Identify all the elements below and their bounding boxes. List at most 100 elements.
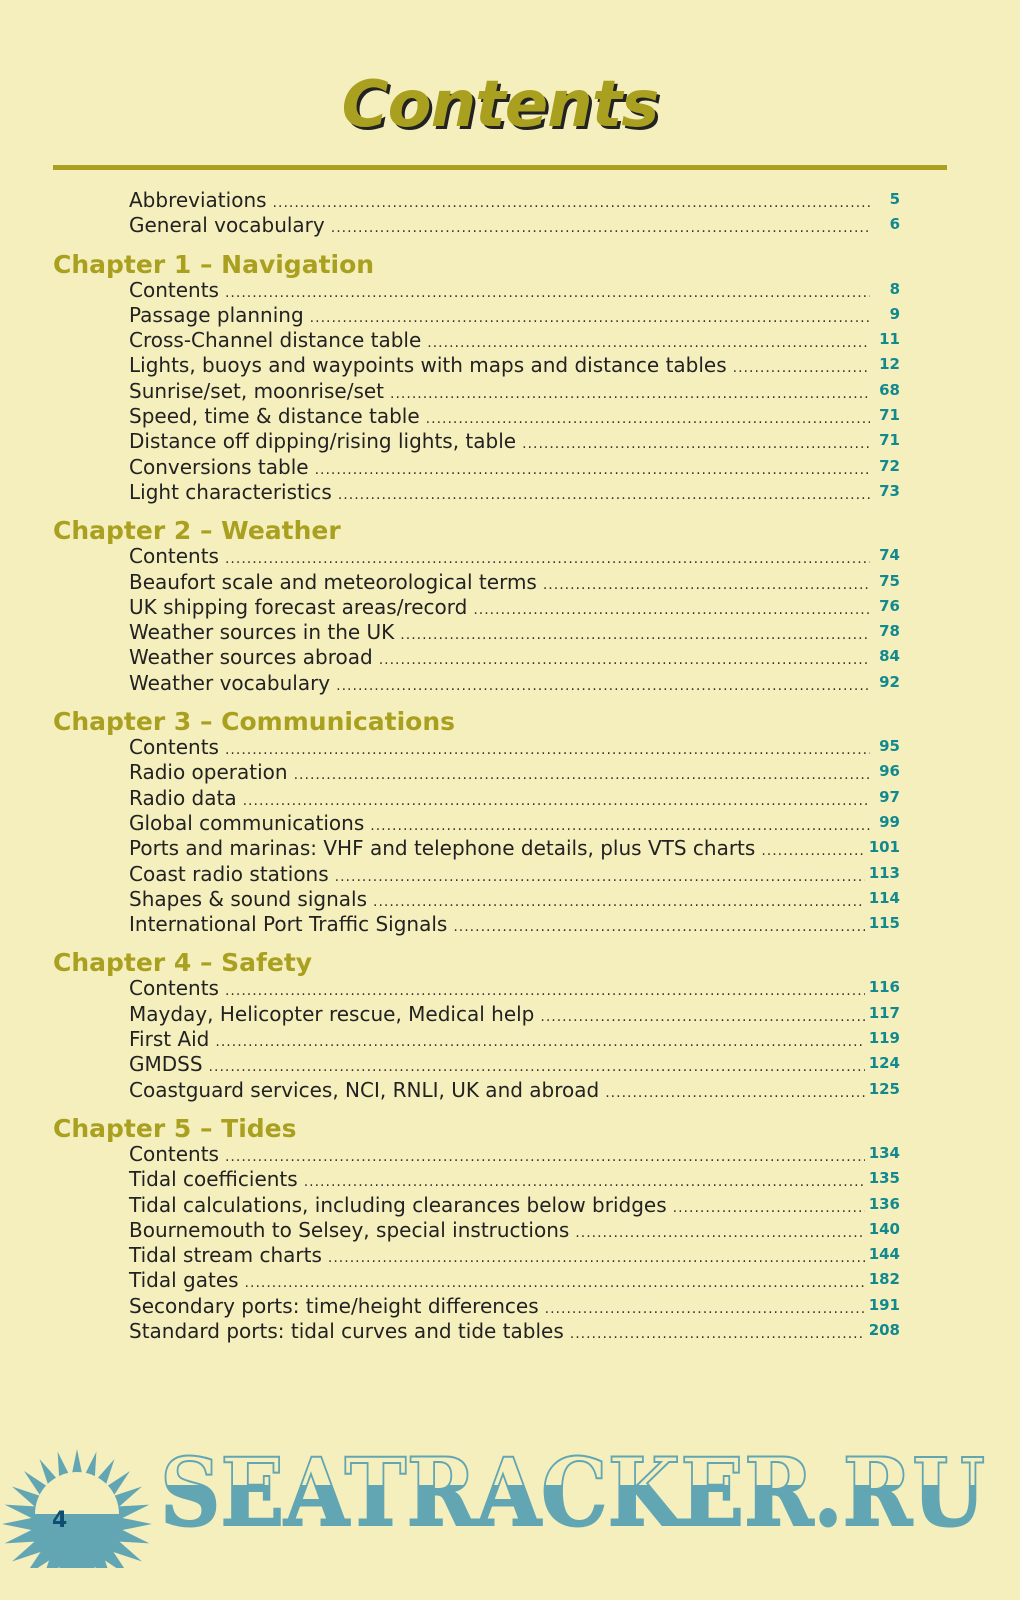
toc-entry[interactable]: Sunrise/set, moonrise/set 68 [53,379,900,404]
toc-entry[interactable]: Abbreviations 5 [53,188,900,213]
entry-page-number: 135 [868,1169,900,1188]
entry-label: Tidal gates [129,1268,239,1293]
toc-entry[interactable]: Weather sources abroad 84 [53,645,900,670]
entry-page-number: 140 [868,1219,900,1238]
dot-leader [570,1322,865,1347]
toc-entry[interactable]: Light characteristics 73 [53,480,900,505]
page-title: Contents [341,68,660,142]
entry-label: Contents [129,735,219,760]
sun-icon [2,1449,152,1568]
watermark-fill: SEATRACKER.RU [160,1438,985,1548]
toc-entry[interactable]: Distance off dipping/rising lights, tabl… [53,429,900,454]
toc-entry[interactable]: Ports and marinas: VHF and telephone det… [53,836,900,861]
toc-entry[interactable]: Coastguard services, NCI, RNLI, UK and a… [53,1078,900,1103]
dot-leader [390,382,870,407]
dot-leader [328,1246,865,1271]
entry-label: Weather sources abroad [129,645,373,670]
entry-label: Sunrise/set, moonrise/set [129,378,385,403]
entry-page-number: 92 [879,672,900,691]
toc-entry[interactable]: Mayday, Helicopter rescue, Medical help 1… [53,1002,900,1027]
chapter-heading[interactable]: Chapter 3 – Communications [53,707,456,737]
entry-page-number: 182 [868,1270,900,1289]
toc-entry[interactable]: Bournemouth to Selsey, special instructi… [53,1218,900,1243]
toc-entry[interactable]: GMDSS 124 [53,1052,900,1077]
toc-entry[interactable]: Beaufort scale and meteorological terms 7… [53,570,900,595]
dot-leader [575,1221,864,1246]
dot-leader [225,281,870,306]
toc-entry[interactable]: Radio data 97 [53,786,900,811]
entry-page-number: 71 [879,406,900,425]
dot-leader [473,598,870,623]
entry-page-number: 71 [879,431,900,450]
entry-label: Conversions table [129,454,309,479]
toc-entry[interactable]: Cross-Channel distance table 11 [53,328,900,353]
dot-leader [294,763,870,788]
chapter-heading[interactable]: Chapter 4 – Safety [53,948,313,978]
entry-label: Coast radio stations [129,861,329,886]
entry-page-number: 125 [868,1079,900,1098]
toc-entry[interactable]: Contents 8 [53,278,900,303]
toc-entry[interactable]: Contents 116 [53,976,900,1001]
entry-label: Global communications [129,810,365,835]
dot-leader [315,458,870,483]
toc-entry[interactable]: Conversions table 72 [53,455,900,480]
entry-page-number: 74 [879,546,900,565]
entry-label: Contents [129,976,219,1001]
entry-page-number: 8 [889,279,900,298]
chapter-heading[interactable]: Chapter 2 – Weather [53,516,341,546]
toc-entry[interactable]: Tidal gates 182 [53,1268,900,1293]
entry-page-number: 119 [868,1029,900,1048]
seatracker-watermark: SEATRACKER.RU SEATRACKER.RU [2,1437,986,1568]
toc-entry[interactable]: Lights, buoys and waypoints with maps an… [53,353,900,378]
toc-entry[interactable]: Tidal coefficients 135 [53,1167,900,1192]
toc-entry[interactable]: UK shipping forecast areas/record 76 [53,595,900,620]
entry-page-number: 73 [879,481,900,500]
toc-entry[interactable]: Secondary ports: time/height differences… [53,1294,900,1319]
entry-label: Weather sources in the UK [129,620,395,645]
entry-page-number: 115 [868,914,900,933]
toc-entry[interactable]: Weather vocabulary 92 [53,671,900,696]
entry-label: Contents [129,544,219,569]
entry-label: Bournemouth to Selsey, special instructi… [129,1217,570,1242]
chapter-heading[interactable]: Chapter 1 – Navigation [53,249,375,279]
entry-label: Radio operation [129,760,288,785]
entry-page-number: 124 [868,1054,900,1073]
toc-entry[interactable]: Tidal stream charts 144 [53,1243,900,1268]
dot-leader [336,674,870,699]
toc-entry[interactable]: Contents 74 [53,544,900,569]
toc-entry[interactable]: Weather sources in the UK 78 [53,620,900,645]
entry-page-number: 68 [879,380,900,399]
watermark-outline: SEATRACKER.RU [160,1438,985,1548]
entry-page-number: 101 [868,838,900,857]
toc-entry[interactable]: Radio operation 96 [53,760,900,785]
entry-label: Tidal stream charts [129,1243,322,1268]
entry-label: Secondary ports: time/height differences [129,1293,539,1318]
toc-entry[interactable]: General vocabulary 6 [53,213,900,238]
entry-label: Tidal calculations, including clearances… [129,1192,667,1217]
dot-leader [215,1030,864,1055]
entry-label: GMDSS [129,1052,203,1077]
toc-entry[interactable]: First Aid 119 [53,1027,900,1052]
entry-page-number: 97 [879,787,900,806]
dot-leader [761,839,864,864]
toc-entry[interactable]: Contents 95 [53,735,900,760]
entry-label: Abbreviations [129,188,267,212]
dot-leader [453,915,864,940]
entry-page-number: 11 [879,330,900,349]
dot-leader [673,1196,865,1221]
toc-entry[interactable]: Passage planning 9 [53,303,900,328]
entry-label: Lights, buoys and waypoints with maps an… [129,353,727,378]
chapter-heading[interactable]: Chapter 5 – Tides [53,1113,297,1143]
toc-entry[interactable]: Contents 134 [53,1142,900,1167]
entry-label: Contents [129,1141,219,1166]
dot-leader [338,483,870,508]
toc-entry[interactable]: Coast radio stations 113 [53,862,900,887]
toc-entry[interactable]: Tidal calculations, including clearances… [53,1193,900,1218]
toc-entry[interactable]: Shapes & sound signals 114 [53,887,900,912]
entry-page-number: 136 [868,1194,900,1213]
dot-leader [605,1081,864,1106]
toc-entry[interactable]: International Port Traffic Signals 115 [53,912,900,937]
toc-entry[interactable]: Speed, time & distance table 71 [53,404,900,429]
toc-entry[interactable]: Global communications 99 [53,811,900,836]
toc-entry[interactable]: Standard ports: tidal curves and tide ta… [53,1319,900,1344]
